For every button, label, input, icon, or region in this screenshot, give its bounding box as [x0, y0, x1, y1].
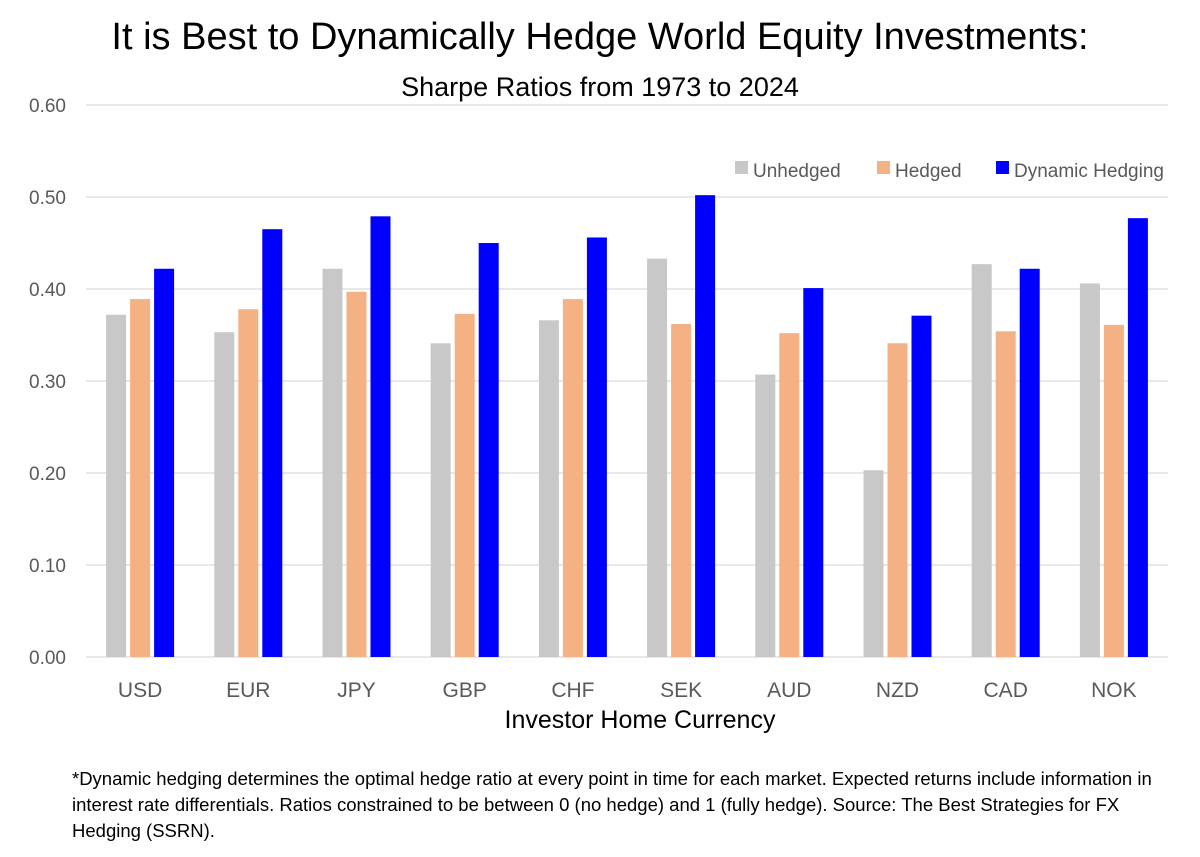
y-tick-label: 0.60 [29, 96, 66, 117]
legend-swatch [735, 161, 748, 174]
x-tick-label: JPY [337, 679, 376, 702]
bar-dynamic-hedging-aud [803, 288, 824, 657]
x-tick-label: USD [118, 679, 162, 702]
x-tick-label: AUD [767, 679, 811, 702]
x-tick-label: NZD [876, 679, 919, 702]
bar-unhedged-aud [755, 374, 776, 657]
bar-hedged-eur [238, 309, 259, 657]
bar-dynamic-hedging-nok [1127, 218, 1148, 657]
bar-unhedged-eur [214, 332, 235, 657]
legend-swatch [877, 161, 890, 174]
bar-dynamic-hedging-eur [262, 229, 283, 657]
bar-unhedged-nok [1079, 283, 1100, 657]
y-tick-label: 0.10 [29, 556, 66, 577]
bar-unhedged-sek [647, 258, 668, 657]
bar-hedged-nok [1103, 324, 1124, 657]
bar-hedged-sek [671, 323, 692, 657]
x-tick-label: EUR [226, 679, 270, 702]
x-tick-label: CAD [984, 679, 1028, 702]
legend-swatch [996, 161, 1009, 174]
bar-dynamic-hedging-sek [695, 195, 716, 657]
x-axis-ticks: USD EUR JPY GBP CHF SEK AUD NZD CAD NOK [118, 679, 1137, 702]
bar-hedged-gbp [454, 313, 475, 657]
bar-hedged-aud [779, 333, 800, 657]
legend: Unhedged Hedged Dynamic Hedging [735, 161, 1164, 182]
y-axis-ticks: 0.00 0.10 0.20 0.30 0.40 0.50 0.60 [29, 96, 66, 669]
bar-unhedged-usd [106, 314, 127, 657]
x-tick-label: GBP [443, 679, 487, 702]
bar-dynamic-hedging-usd [154, 268, 175, 657]
bar-unhedged-chf [538, 320, 559, 657]
bar-dynamic-hedging-cad [1019, 268, 1040, 657]
bar-unhedged-nzd [863, 470, 884, 657]
bar-dynamic-hedging-jpy [370, 216, 391, 657]
footnote: *Dynamic hedging determines the optimal … [72, 768, 1152, 841]
y-tick-label: 0.40 [29, 280, 66, 301]
bar-dynamic-hedging-gbp [478, 243, 499, 657]
bar-unhedged-cad [971, 264, 992, 657]
x-tick-label: NOK [1091, 679, 1137, 702]
bar-hedged-jpy [346, 291, 367, 657]
y-tick-label: 0.50 [29, 188, 66, 209]
chart-subtitle: Sharpe Ratios from 1973 to 2024 [401, 72, 799, 102]
bar-chart: 0.00 0.10 0.20 0.30 0.40 0.50 0.60 USD EUR JPY GB… [29, 96, 1168, 734]
bar-hedged-cad [995, 331, 1016, 657]
bar-unhedged-gbp [430, 343, 451, 657]
bar-dynamic-hedging-nzd [911, 315, 932, 657]
bar-hedged-usd [130, 299, 151, 657]
legend-label: Dynamic Hedging [1014, 161, 1164, 182]
bar-unhedged-jpy [322, 268, 343, 657]
y-tick-label: 0.20 [29, 464, 66, 485]
chart-title: It is Best to Dynamically Hedge World Eq… [111, 16, 1089, 58]
bar-hedged-nzd [887, 343, 908, 657]
legend-label: Hedged [895, 161, 962, 182]
bar-hedged-chf [562, 299, 583, 657]
y-tick-label: 0.00 [29, 648, 66, 669]
y-tick-label: 0.30 [29, 372, 66, 393]
x-axis-title: Investor Home Currency [505, 706, 776, 734]
bar-dynamic-hedging-chf [586, 237, 607, 658]
bars [106, 195, 1148, 658]
legend-label: Unhedged [753, 161, 841, 182]
x-tick-label: SEK [660, 679, 702, 702]
x-tick-label: CHF [551, 679, 594, 702]
